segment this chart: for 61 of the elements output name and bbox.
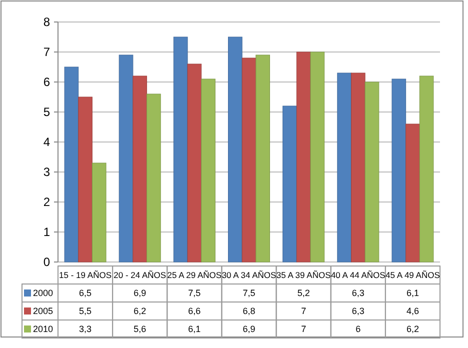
bar (310, 52, 325, 262)
x-tick-label: 45 A 49 AÑOS (386, 270, 440, 280)
bar (296, 52, 311, 262)
bar (64, 66, 79, 262)
x-tick-label: 30 A 34 AÑOS (222, 270, 276, 280)
data-label: 5,2 (297, 288, 310, 298)
x-tick-label: 25 A 29 AÑOS (167, 270, 222, 280)
data-label: 6,1 (406, 288, 419, 298)
bar (419, 76, 434, 262)
data-label: 6,2 (134, 306, 146, 316)
bar (78, 96, 92, 262)
bar (146, 94, 161, 262)
y-tick-label: 3 (43, 165, 50, 180)
x-tick-label: 20 - 24 AÑOS (114, 270, 166, 280)
data-label: 7 (301, 306, 306, 316)
data-label: 4,6 (406, 306, 419, 316)
x-tick-label: 35 A 39 AÑOS (276, 270, 332, 280)
x-tick-label: 40 A 44 AÑOS (330, 270, 386, 280)
bar (118, 54, 134, 262)
data-label: 6,3 (352, 306, 364, 316)
data-label: 6,8 (242, 306, 256, 316)
bar (228, 36, 242, 262)
y-tick-label: 6 (43, 75, 50, 90)
y-tick-label: 4 (43, 135, 50, 150)
bar (187, 64, 202, 262)
y-tick-label: 2 (43, 195, 50, 210)
bar (173, 36, 188, 262)
data-label: 5,5 (79, 306, 92, 316)
bar (201, 78, 216, 262)
y-tick-label: 5 (43, 105, 50, 120)
bar (406, 124, 420, 262)
bar (337, 72, 352, 262)
bar (242, 58, 256, 262)
data-label: 3,3 (79, 324, 92, 334)
legend-label: 2010 (33, 324, 54, 334)
data-label: 6 (356, 324, 361, 334)
bar (364, 82, 380, 262)
bar (350, 72, 366, 262)
data-label: 6,9 (242, 324, 256, 334)
bar (392, 78, 406, 262)
bar (132, 76, 148, 262)
y-tick-label: 0 (43, 255, 50, 270)
bar (256, 54, 270, 262)
bar (282, 106, 297, 262)
legend-label: 2005 (33, 306, 54, 316)
data-label: 6,5 (79, 288, 92, 298)
data-label: 6,3 (352, 288, 364, 298)
data-label: 6,1 (188, 324, 201, 334)
data-label: 7,5 (188, 288, 201, 298)
data-label: 5,6 (134, 324, 146, 334)
data-label: 7,5 (242, 288, 256, 298)
x-tick-label: 15 - 19 AÑOS (59, 270, 112, 280)
data-label: 6,6 (188, 306, 201, 316)
data-label: 6,2 (406, 324, 419, 334)
y-tick-label: 7 (43, 45, 50, 60)
data-label: 6,9 (134, 288, 146, 298)
bar (92, 162, 106, 262)
y-tick-label: 8 (43, 15, 50, 30)
legend-label: 2000 (33, 288, 54, 298)
y-tick-label: 1 (43, 225, 50, 240)
data-label: 7 (301, 324, 306, 334)
